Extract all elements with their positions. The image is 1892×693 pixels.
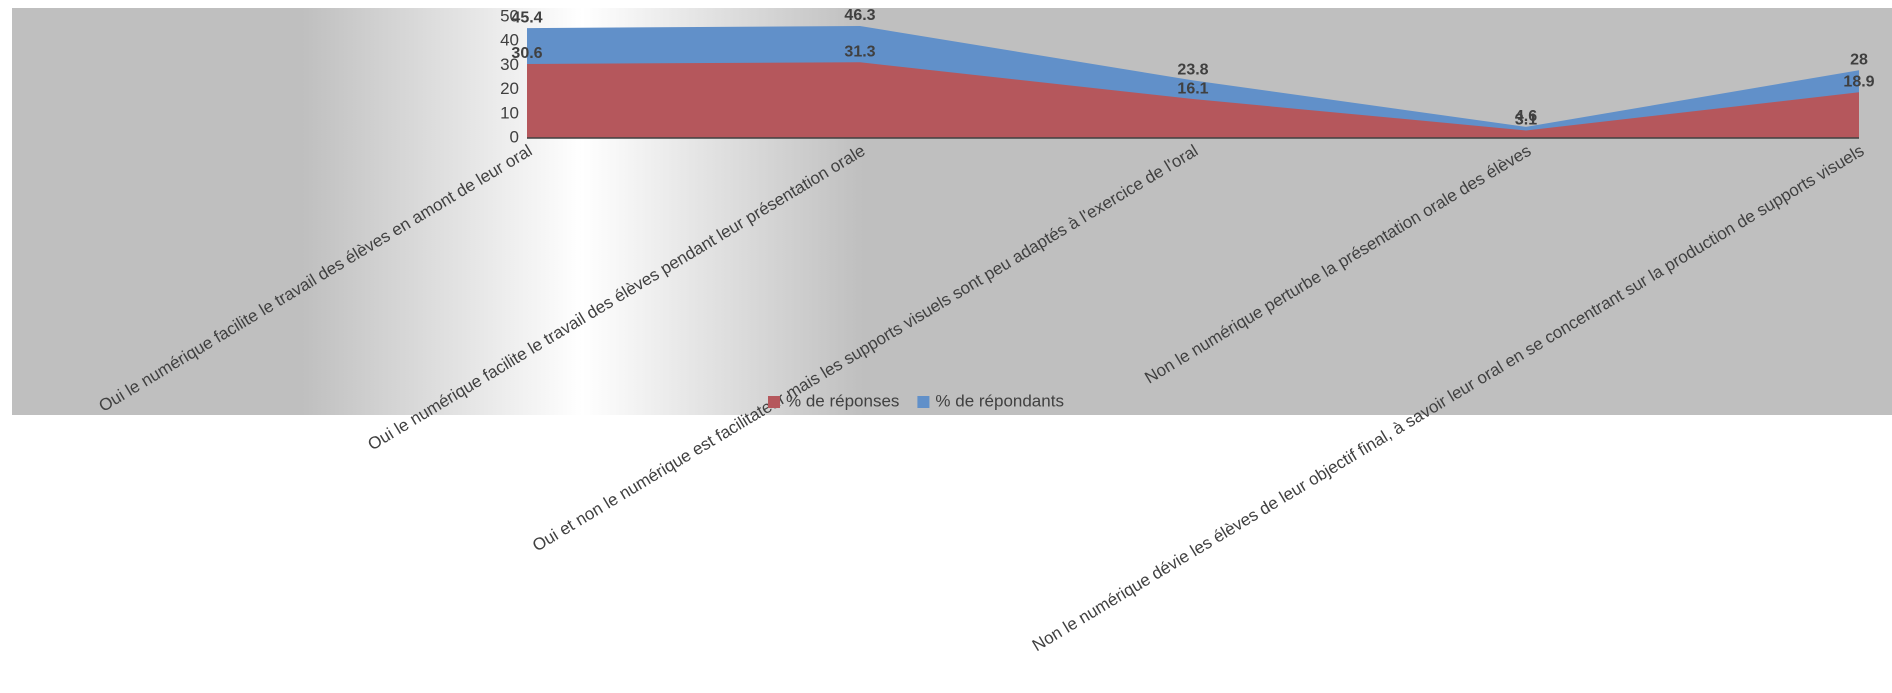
legend-swatch	[917, 396, 930, 408]
y-tick-label: 10	[500, 103, 519, 122]
data-label: 28	[1850, 51, 1868, 68]
legend-label: % de répondants	[935, 391, 1064, 410]
data-label: 3.1	[1515, 112, 1537, 129]
y-tick-label: 40	[500, 31, 519, 50]
y-tick-label: 20	[500, 79, 519, 98]
y-tick-label: 30	[500, 55, 519, 74]
legend-label: % de réponses	[786, 391, 899, 410]
data-label: 46.3	[844, 7, 875, 24]
data-label: 23.8	[1177, 62, 1208, 79]
y-tick-label: 50	[500, 6, 519, 25]
data-label: 18.9	[1843, 73, 1874, 90]
y-tick-label: 0	[510, 127, 519, 146]
legend-swatch	[768, 396, 780, 408]
area	[527, 62, 1859, 139]
data-label: 30.6	[511, 45, 542, 62]
data-label: 45.4	[511, 9, 542, 26]
data-label: 31.3	[844, 43, 875, 60]
data-label: 16.1	[1177, 80, 1208, 97]
data-label: 4.6	[1515, 108, 1537, 125]
